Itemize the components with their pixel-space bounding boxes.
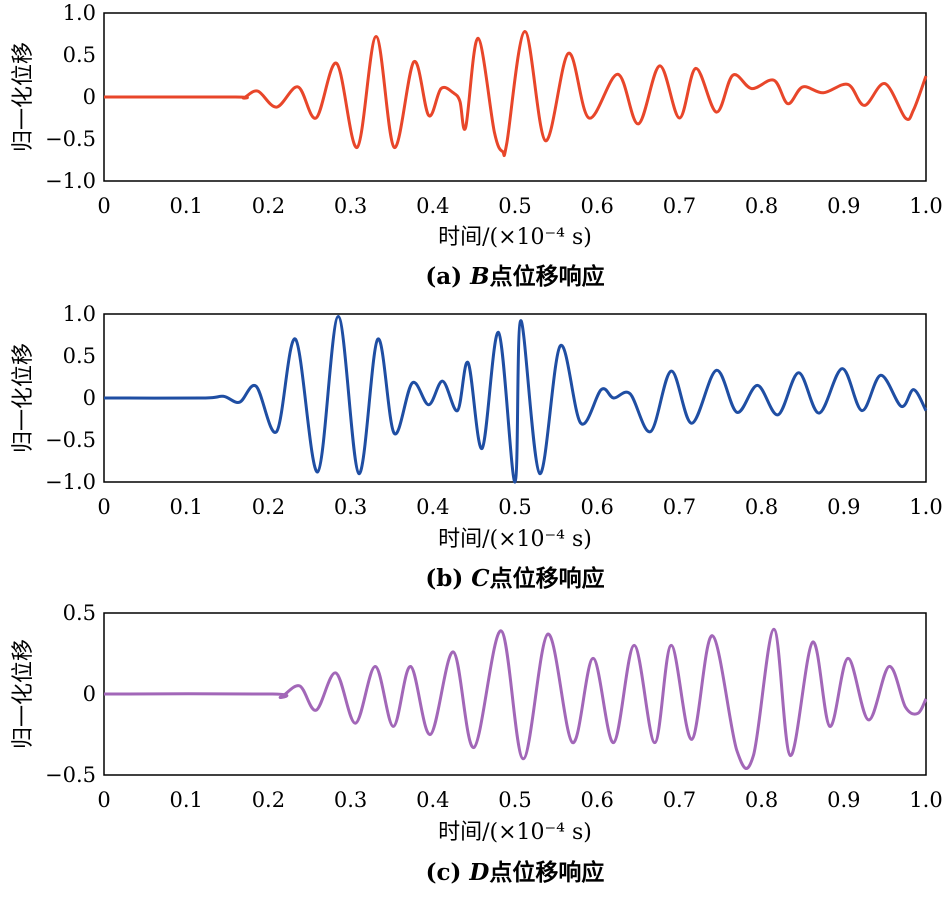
series-line <box>103 627 928 770</box>
y-ticks: −0.5 0 0.5 <box>45 601 96 787</box>
x-tick-label: 1.0 <box>909 495 942 519</box>
x-tick-label: 0.7 <box>663 495 696 519</box>
x-tick-label: 0 <box>97 194 110 218</box>
x-tick-label: 0.9 <box>827 495 860 519</box>
x-tick-label: 0.5 <box>498 194 531 218</box>
x-tick-label: 0.6 <box>580 495 613 519</box>
x-tick-label: 0.8 <box>745 495 778 519</box>
x-tick-label: 0.5 <box>498 788 531 812</box>
x-tick-label: 0.4 <box>416 194 449 218</box>
caption-suffix: 点位移响应 <box>490 263 605 290</box>
y-ticks: −1.0 −0.5 0 0.5 1.0 <box>45 1 96 193</box>
panel-a: −1.0 −0.5 0 0.5 1.0 0 0.1 0.2 0.3 0.4 0.5 0.6 0.7 0.… <box>11 1 943 290</box>
x-axis-label: 时间/(×10⁻⁴ s) <box>438 527 592 552</box>
y-axis-label: 归一化位移 <box>11 343 36 453</box>
x-tick-label: 1.0 <box>909 194 942 218</box>
caption-prefix: (b) <box>425 565 463 592</box>
y-tick-label: 1.0 <box>63 302 96 326</box>
y-tick-label: −0.5 <box>45 127 96 151</box>
panel-caption: (b) C点位移响应 <box>425 565 604 592</box>
series-line <box>103 29 928 158</box>
y-tick-label: 0.5 <box>63 344 96 368</box>
x-tick-label: 0.1 <box>169 788 202 812</box>
panel-c: −0.500.5 0 0.1 0.2 0.3 0.4 0.5 0.6 0.7 0.8 0.9 1.0… <box>11 601 943 886</box>
y-tick-label: −1.0 <box>45 169 96 193</box>
caption-suffix: 点位移响应 <box>490 565 605 592</box>
caption-point-letter: D <box>468 859 489 886</box>
x-tick-label: 0.2 <box>252 194 285 218</box>
y-tick-label: 0 <box>83 386 96 410</box>
x-tick-label: 0.5 <box>498 495 531 519</box>
x-ticks: 0 0.1 0.2 0.3 0.4 0.5 0.6 0.7 0.8 0.9 1.0 <box>97 788 942 812</box>
panel-b: −1.0 −0.5 0 0.5 1.0 0 0.1 0.2 0.3 0.4 0.5 0.6 0.7 0.… <box>11 302 943 592</box>
y-tick-label: −0.5 <box>45 763 96 787</box>
x-tick-label: 0.4 <box>416 788 449 812</box>
x-tick-label: 0.1 <box>169 194 202 218</box>
x-tick-label: 0.3 <box>334 788 367 812</box>
x-axis-label: 时间/(×10⁻⁴ s) <box>438 225 592 250</box>
series-line <box>103 314 928 484</box>
y-tick-label: 0 <box>83 85 96 109</box>
x-tick-label: 0.2 <box>252 495 285 519</box>
x-ticks: 0 0.1 0.2 0.3 0.4 0.5 0.6 0.7 0.8 0.9 1.0 <box>97 495 942 519</box>
x-tick-label: 0.3 <box>334 495 367 519</box>
x-tick-label: 0.7 <box>663 194 696 218</box>
y-tick-label: 0.5 <box>63 43 96 67</box>
y-axis-label: 归一化位移 <box>11 639 36 749</box>
caption-prefix: (a) <box>425 263 462 290</box>
x-tick-label: 0.6 <box>580 194 613 218</box>
x-tick-label: 0.7 <box>663 788 696 812</box>
y-tick-label: −1.0 <box>45 470 96 494</box>
panel-caption: (c) D点位移响应 <box>426 859 605 886</box>
x-tick-label: 0.8 <box>745 788 778 812</box>
x-tick-label: 0.2 <box>252 788 285 812</box>
x-tick-label: 0.3 <box>334 194 367 218</box>
caption-point-letter: C <box>471 565 490 592</box>
y-tick-label: −0.5 <box>45 428 96 452</box>
x-tick-label: 0 <box>97 788 110 812</box>
x-tick-label: 0.6 <box>580 788 613 812</box>
y-tick-label: 1.0 <box>63 1 96 25</box>
y-ticks: −1.0 −0.5 0 0.5 1.0 <box>45 302 96 494</box>
x-tick-label: 0.1 <box>169 495 202 519</box>
x-tick-label: 0.9 <box>827 194 860 218</box>
x-tick-label: 0 <box>97 495 110 519</box>
caption-point-letter: B <box>469 263 489 290</box>
x-tick-label: 0.4 <box>416 495 449 519</box>
x-axis-label: 时间/(×10⁻⁴ s) <box>438 820 592 845</box>
x-tick-label: 0.9 <box>827 788 860 812</box>
y-tick-label: 0.5 <box>63 601 96 625</box>
x-tick-label: 0.8 <box>745 194 778 218</box>
caption-suffix: 点位移响应 <box>489 859 604 886</box>
x-ticks: 0 0.1 0.2 0.3 0.4 0.5 0.6 0.7 0.8 0.9 1.0 <box>97 194 942 218</box>
y-axis-label: 归一化位移 <box>11 42 36 152</box>
y-tick-label: 0 <box>83 682 96 706</box>
x-tick-label: 1.0 <box>909 788 942 812</box>
caption-prefix: (c) <box>426 859 462 886</box>
panel-caption: (a) B点位移响应 <box>425 263 604 290</box>
